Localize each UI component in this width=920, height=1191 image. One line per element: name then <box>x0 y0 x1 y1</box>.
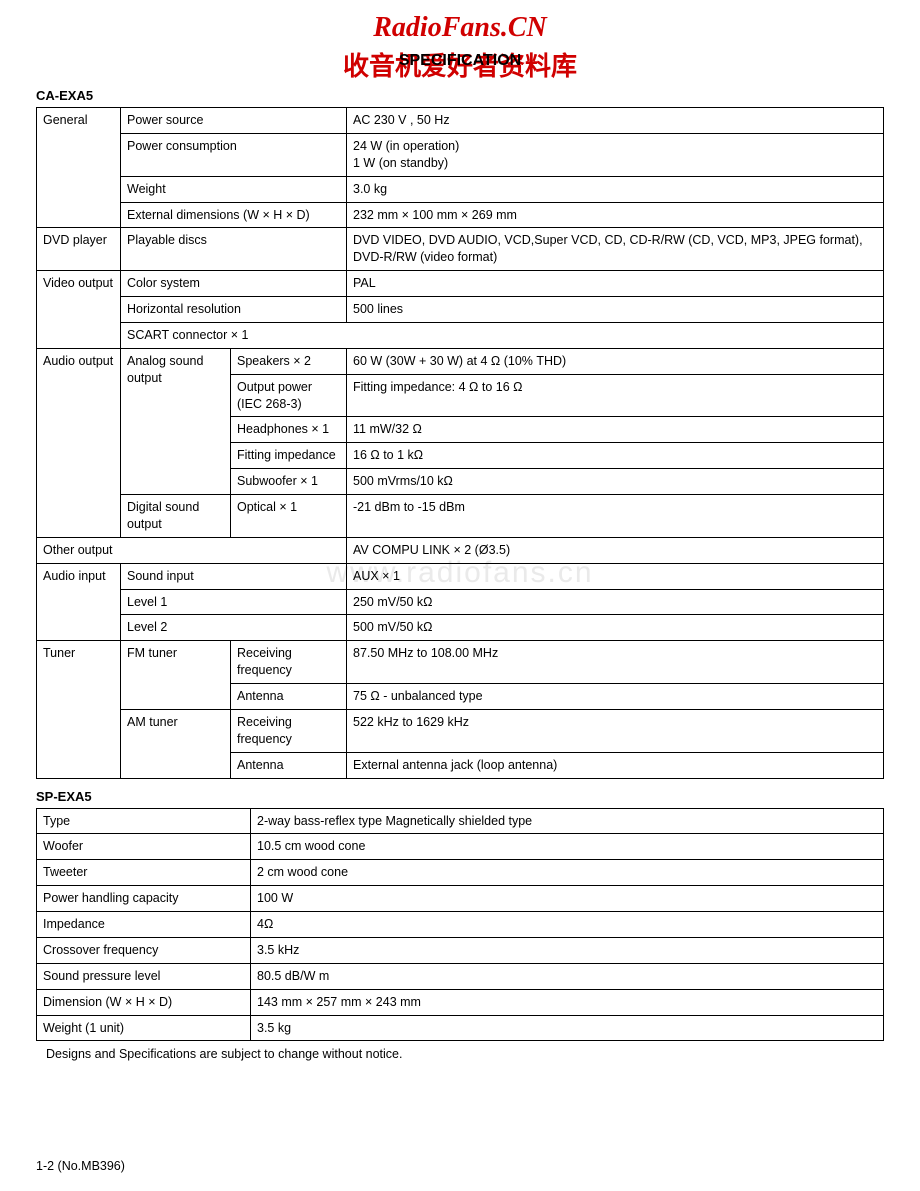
page-number: 1-2 (No.MB396) <box>36 1159 125 1173</box>
cell: 500 mVrms/10 kΩ <box>347 469 884 495</box>
cell: Fitting impedance: 4 Ω to 16 Ω <box>347 374 884 417</box>
footnote: Designs and Specifications are subject t… <box>46 1047 884 1061</box>
cell: 16 Ω to 1 kΩ <box>347 443 884 469</box>
cell: Impedance <box>37 912 251 938</box>
cell: 522 kHz to 1629 kHz <box>347 709 884 752</box>
cell: 100 W <box>251 886 884 912</box>
cell: DVD player <box>37 228 121 271</box>
cell: 80.5 dB/W m <box>251 963 884 989</box>
cell: Color system <box>121 271 347 297</box>
cell: Power source <box>121 108 347 134</box>
cell: Woofer <box>37 834 251 860</box>
cell: Digital sound output <box>121 495 231 538</box>
cell: 75 Ω - unbalanced type <box>347 684 884 710</box>
cell: Audio input <box>37 563 121 641</box>
cell: 143 mm × 257 mm × 243 mm <box>251 989 884 1015</box>
cell: Fitting impedance <box>231 443 347 469</box>
watermark-site: RadioFans.CN <box>36 12 884 44</box>
cell: 500 lines <box>347 297 884 323</box>
cell: 4Ω <box>251 912 884 938</box>
cell: Level 1 <box>121 589 347 615</box>
section2-label: SP-EXA5 <box>36 789 884 804</box>
cell: General <box>37 108 121 228</box>
cell: 10.5 cm wood cone <box>251 834 884 860</box>
cell: Tuner <box>37 641 121 778</box>
cell: 232 mm × 100 mm × 269 mm <box>347 202 884 228</box>
cell: Type <box>37 808 251 834</box>
cell: Sound input <box>121 563 347 589</box>
spec-table-sp-exa5: Type2-way bass-reflex type Magnetically … <box>36 808 884 1042</box>
page-title: SPECIFICATION <box>36 52 884 70</box>
cell: Sound pressure level <box>37 963 251 989</box>
cell: Dimension (W × H × D) <box>37 989 251 1015</box>
cell: 3.5 kHz <box>251 937 884 963</box>
cell: Subwoofer × 1 <box>231 469 347 495</box>
cell: 3.0 kg <box>347 176 884 202</box>
cell: Level 2 <box>121 615 347 641</box>
cell: 24 W (in operation) 1 W (on standby) <box>347 133 884 176</box>
cell: Power consumption <box>121 133 347 176</box>
cell: AV COMPU LINK × 2 (Ø3.5) <box>347 537 884 563</box>
cell: 87.50 MHz to 108.00 MHz <box>347 641 884 684</box>
text: 24 W (in operation) <box>353 139 459 153</box>
cell: Audio output <box>37 348 121 537</box>
cell: Analog sound output <box>121 348 231 494</box>
cell: External antenna jack (loop antenna) <box>347 752 884 778</box>
cell: Headphones × 1 <box>231 417 347 443</box>
cell: 60 W (30W + 30 W) at 4 Ω (10% THD) <box>347 348 884 374</box>
cell: External dimensions (W × H × D) <box>121 202 347 228</box>
cell: 2-way bass-reflex type Magnetically shie… <box>251 808 884 834</box>
cell: Power handling capacity <box>37 886 251 912</box>
cell: Weight (1 unit) <box>37 1015 251 1041</box>
spec-table-ca-exa5: General Power source AC 230 V , 50 Hz Po… <box>36 107 884 779</box>
cell: AM tuner <box>121 709 231 778</box>
cell: 250 mV/50 kΩ <box>347 589 884 615</box>
cell: Antenna <box>231 752 347 778</box>
cell: AUX × 1 <box>347 563 884 589</box>
cell: Receiving frequency <box>231 641 347 684</box>
cell: 2 cm wood cone <box>251 860 884 886</box>
cell: Antenna <box>231 684 347 710</box>
cell: -21 dBm to -15 dBm <box>347 495 884 538</box>
cell: PAL <box>347 271 884 297</box>
cell: Speakers × 2 <box>231 348 347 374</box>
cell: DVD VIDEO, DVD AUDIO, VCD,Super VCD, CD,… <box>347 228 884 271</box>
cell: 3.5 kg <box>251 1015 884 1041</box>
cell: Video output <box>37 271 121 349</box>
cell: Playable discs <box>121 228 347 271</box>
cell: Output power (IEC 268-3) <box>231 374 347 417</box>
cell: 11 mW/32 Ω <box>347 417 884 443</box>
cell: AC 230 V , 50 Hz <box>347 108 884 134</box>
cell: 500 mV/50 kΩ <box>347 615 884 641</box>
cell: Crossover frequency <box>37 937 251 963</box>
cell: Other output <box>37 537 347 563</box>
cell: Tweeter <box>37 860 251 886</box>
cell: SCART connector × 1 <box>121 322 884 348</box>
text: 1 W (on standby) <box>353 156 448 170</box>
cell: Receiving frequency <box>231 709 347 752</box>
section1-label: CA-EXA5 <box>36 88 884 103</box>
cell: Horizontal resolution <box>121 297 347 323</box>
cell: FM tuner <box>121 641 231 710</box>
cell: Weight <box>121 176 347 202</box>
cell: Optical × 1 <box>231 495 347 538</box>
